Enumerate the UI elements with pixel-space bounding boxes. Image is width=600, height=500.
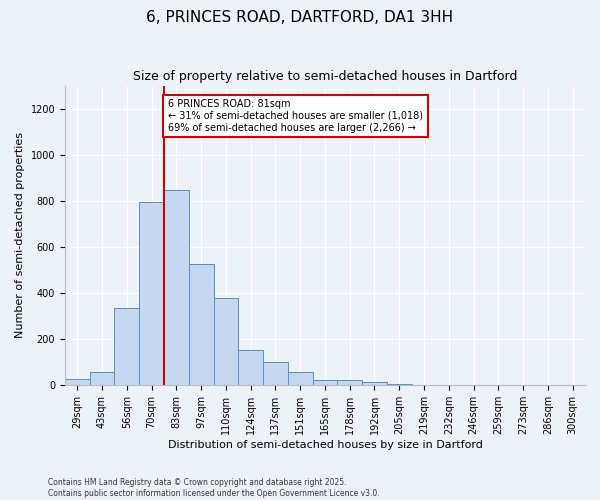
Bar [362,382,387,386]
Bar [89,372,115,386]
Bar [238,350,263,386]
Bar [313,380,337,386]
Bar [263,362,288,386]
Bar [214,298,238,386]
Bar [288,372,313,386]
Bar [337,380,362,386]
Text: 6 PRINCES ROAD: 81sqm
← 31% of semi-detached houses are smaller (1,018)
69% of s: 6 PRINCES ROAD: 81sqm ← 31% of semi-deta… [167,100,422,132]
Bar [115,308,139,386]
Bar [164,190,189,386]
Title: Size of property relative to semi-detached houses in Dartford: Size of property relative to semi-detach… [133,70,517,83]
Bar [139,202,164,386]
X-axis label: Distribution of semi-detached houses by size in Dartford: Distribution of semi-detached houses by … [167,440,482,450]
Bar [387,384,412,386]
Bar [65,379,89,386]
Y-axis label: Number of semi-detached properties: Number of semi-detached properties [15,132,25,338]
Text: Contains HM Land Registry data © Crown copyright and database right 2025.
Contai: Contains HM Land Registry data © Crown c… [48,478,380,498]
Text: 6, PRINCES ROAD, DARTFORD, DA1 3HH: 6, PRINCES ROAD, DARTFORD, DA1 3HH [146,10,454,25]
Bar [189,264,214,386]
